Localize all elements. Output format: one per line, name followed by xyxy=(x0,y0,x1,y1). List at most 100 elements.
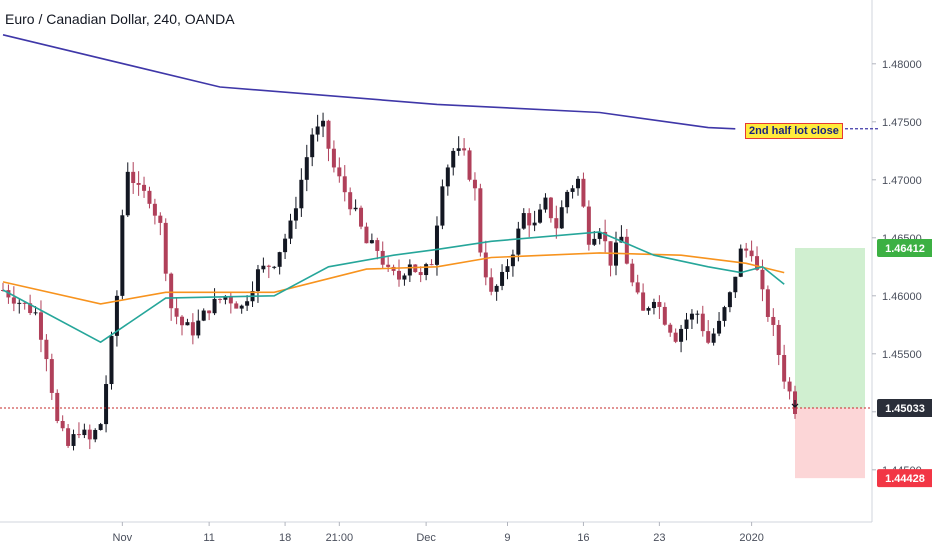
take-profit-price-tag[interactable] xyxy=(877,239,932,258)
candle-body xyxy=(429,264,434,266)
candle-body xyxy=(228,295,233,304)
candle-body xyxy=(706,331,711,343)
candle-body xyxy=(646,308,651,311)
entry-price-tag[interactable] xyxy=(877,398,932,417)
candle-body xyxy=(505,266,510,272)
candle-body xyxy=(641,292,646,311)
candle-body xyxy=(44,339,49,360)
candle-body xyxy=(304,157,309,180)
candle-body xyxy=(559,207,564,229)
candle-body xyxy=(71,434,76,446)
candle-body xyxy=(554,218,559,229)
x-tick-label: 11 xyxy=(203,532,214,544)
candle-body xyxy=(207,310,212,314)
candle-body xyxy=(668,324,673,333)
candle-body xyxy=(93,429,98,440)
stop-loss-price-tag[interactable] xyxy=(877,469,932,488)
ma-long-line xyxy=(2,34,736,130)
candle-body xyxy=(109,335,114,385)
x-tick-label: 23 xyxy=(653,532,665,544)
candle-body xyxy=(310,134,315,158)
candle-body xyxy=(76,434,81,436)
candle-body xyxy=(201,310,206,321)
candle-body xyxy=(125,171,130,216)
candle-body xyxy=(82,429,87,436)
candle-body xyxy=(402,275,407,280)
candle-body xyxy=(180,316,185,326)
candle-body xyxy=(255,269,260,292)
candle-body xyxy=(456,148,461,151)
x-tick-label: 18 xyxy=(279,532,291,544)
candle-body xyxy=(185,322,190,326)
candle-body xyxy=(657,301,662,307)
candle-body xyxy=(87,429,92,440)
candle-body xyxy=(603,231,608,242)
candle-body xyxy=(136,182,141,185)
candle-body xyxy=(673,332,678,342)
entry-price-label: 1.45033 xyxy=(885,403,925,415)
ma-mid-line xyxy=(2,252,785,305)
candle-body xyxy=(765,289,770,317)
candle-body xyxy=(196,320,201,336)
candle-body xyxy=(532,222,537,226)
candle-body xyxy=(472,179,477,189)
candle-body xyxy=(60,421,65,429)
candle-body xyxy=(538,209,543,223)
candle-body xyxy=(521,213,526,229)
y-tick-label: 1.46000 xyxy=(882,291,922,303)
candle-body xyxy=(11,297,16,304)
candle-body xyxy=(787,381,792,392)
candle-body xyxy=(38,312,43,340)
candle-body xyxy=(689,313,694,320)
x-tick-label: 2020 xyxy=(739,532,763,544)
candle-body xyxy=(760,269,765,290)
take-profit-zone[interactable] xyxy=(795,248,865,408)
candle-body xyxy=(635,282,640,293)
candle-body xyxy=(684,319,689,329)
candle-body xyxy=(28,303,33,314)
candle-body xyxy=(510,254,515,267)
candle-body xyxy=(711,333,716,343)
candle-body xyxy=(66,428,71,446)
candle-body xyxy=(375,240,380,251)
candle-body xyxy=(22,302,27,304)
annotation-label[interactable]: 2nd half lot close xyxy=(745,123,843,139)
x-tick-label: 9 xyxy=(504,532,510,544)
candle-body xyxy=(624,236,629,264)
candle-body xyxy=(142,184,147,191)
candle-body xyxy=(33,312,38,314)
candle-body xyxy=(342,176,347,193)
candle-body xyxy=(782,354,787,382)
candle-body xyxy=(407,264,412,276)
candle-body xyxy=(451,150,456,168)
candle-body xyxy=(418,272,423,276)
candle-body xyxy=(548,197,553,219)
candle-body xyxy=(131,171,136,183)
candle-body xyxy=(651,301,656,309)
candle-body xyxy=(353,207,358,210)
candle-body xyxy=(163,222,168,274)
candle-body xyxy=(212,298,217,314)
candle-body xyxy=(619,236,624,243)
candle-body xyxy=(147,190,152,204)
down-arrow-icon xyxy=(791,399,799,408)
candle-body xyxy=(478,188,483,253)
candle-body xyxy=(283,238,288,253)
candle-body xyxy=(586,206,591,245)
candle-body xyxy=(152,203,157,216)
stop-loss-zone[interactable] xyxy=(795,407,865,479)
candle-body xyxy=(576,178,581,189)
candle-body xyxy=(331,148,336,168)
candle-body xyxy=(500,271,505,286)
candle-body xyxy=(239,305,244,309)
candle-body xyxy=(49,359,54,393)
y-tick-label: 1.47500 xyxy=(882,117,922,129)
candle-body xyxy=(169,273,174,309)
candle-body xyxy=(277,252,282,267)
candle-body xyxy=(299,179,304,209)
candle-body xyxy=(234,303,239,309)
candle-body xyxy=(679,328,684,342)
